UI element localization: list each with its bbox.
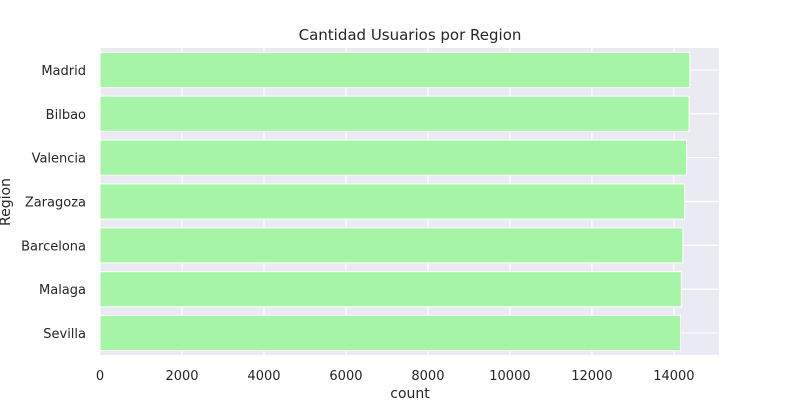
y-tick-label: Bilbao [46, 108, 86, 123]
x-tick-label: 2000 [165, 369, 198, 384]
x-tick-label: 6000 [329, 369, 362, 384]
x-tick-label: 14000 [653, 369, 694, 384]
bar-madrid [99, 51, 691, 88]
y-tick-label: Sevilla [43, 327, 86, 342]
y-tick-label: Madrid [41, 64, 86, 79]
y-tick-label: Malaga [39, 283, 86, 298]
y-tick-label: Valencia [32, 152, 86, 167]
y-tick-labels: Madrid Bilbao Valencia Zaragoza Barcelona Mal… [21, 64, 86, 342]
x-tick-label: 12000 [571, 369, 612, 384]
y-tick-label: Barcelona [21, 239, 86, 254]
bar-malaga [99, 271, 682, 308]
y-tick-label: Zaragoza [25, 196, 86, 211]
x-tick-label: 4000 [247, 369, 280, 384]
x-axis-label: count [390, 386, 430, 400]
x-tick-labels: 0 2000 4000 6000 8000 10000 12000 14000 [96, 369, 695, 384]
y-axis-label: Region [0, 178, 14, 226]
x-tick-label: 10000 [489, 369, 530, 384]
bars [99, 51, 691, 352]
x-tick-label: 8000 [411, 369, 444, 384]
bar-valencia [99, 139, 688, 176]
bar-bilbao [99, 95, 690, 132]
x-tick-label: 0 [96, 369, 104, 384]
bar-barcelona [99, 227, 684, 264]
chart-title: Cantidad Usuarios por Region [299, 26, 522, 44]
bar-sevilla [99, 315, 681, 352]
bar-zaragoza [99, 183, 686, 220]
